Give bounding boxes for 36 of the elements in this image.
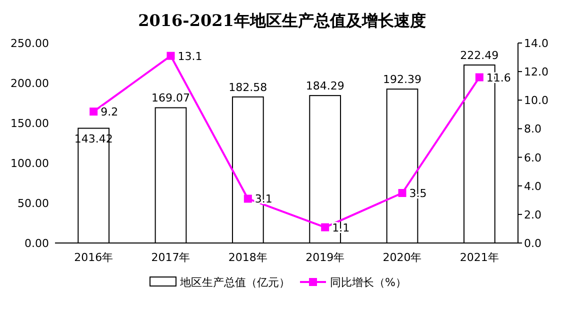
y2-tick-label: 6.0 [524, 151, 542, 164]
data-label: 13.1 [178, 50, 202, 63]
x-tick-label: 2016年 [74, 251, 114, 264]
y-tick-label: 200.00 [10, 77, 49, 90]
x-tick-label: 2021年 [460, 251, 499, 264]
x-tick-label: 2020年 [382, 251, 422, 264]
x-tick-label: 2019年 [306, 251, 345, 264]
data-label: 222.49 [460, 49, 499, 62]
chart-title: 2016-2021年地区生产总值及增长速度 [138, 11, 426, 30]
data-label: 182.58 [228, 80, 268, 94]
x-tick-label: 2017年 [151, 251, 190, 264]
point [398, 189, 406, 197]
y-tick-label: 50.00 [18, 197, 49, 210]
y2-tick-label: 8.0 [524, 122, 542, 136]
y-tick-label: 250.00 [10, 37, 49, 50]
x-tick-label: 2018年 [228, 251, 268, 264]
data-label: 9.2 [100, 106, 118, 119]
point [321, 223, 330, 232]
y2-tick-label: 10.0 [524, 94, 548, 108]
point [475, 73, 484, 82]
point [244, 194, 252, 203]
legend-label: 地区生产总值（亿元） [179, 276, 290, 289]
point [90, 108, 98, 116]
y2-tick-label: 14.0 [524, 37, 548, 50]
data-label: 184.29 [306, 80, 344, 93]
legend-label: 同比增长（%） [330, 276, 406, 289]
y2-tick-label: 4.0 [524, 180, 542, 193]
y-tick-label: 100.00 [10, 157, 49, 170]
y-tick-label: 150.00 [10, 117, 49, 130]
data-label: 169.07 [152, 92, 190, 105]
point [166, 52, 175, 60]
data-label: 192.39 [383, 73, 422, 86]
y2-tick-label: 0.0 [524, 237, 542, 250]
y-tick-label: 0.00 [24, 237, 49, 250]
y2-tick-label: 2.0 [524, 208, 542, 222]
y2-tick-label: 12.0 [524, 66, 548, 79]
